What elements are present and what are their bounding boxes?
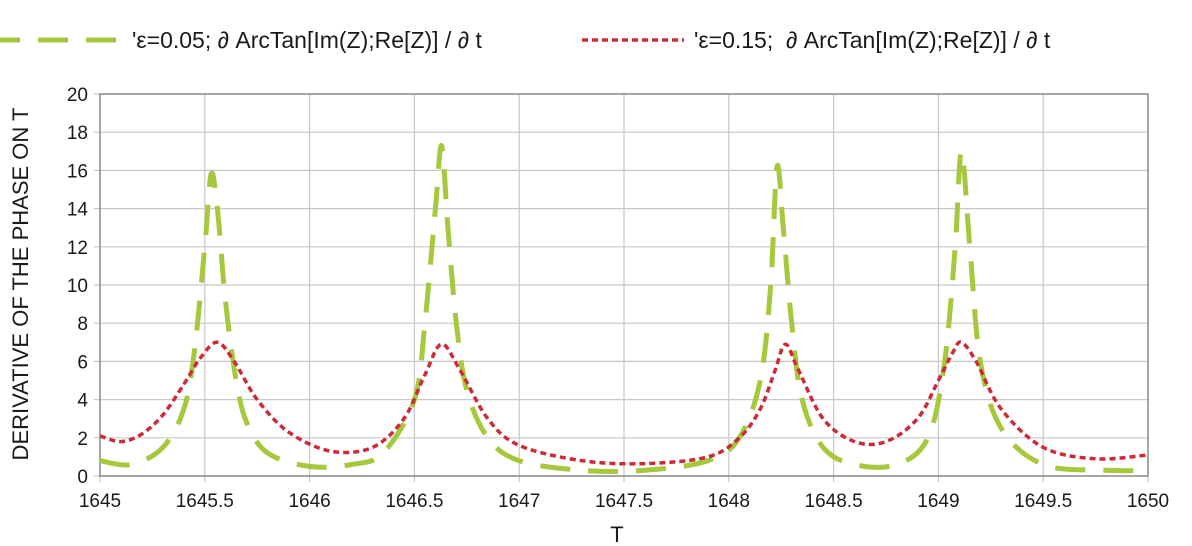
x-tick-label: 1647.5 — [595, 491, 653, 512]
x-tick-label: 1649.5 — [1014, 491, 1072, 512]
y-tick-label: 16 — [67, 161, 88, 182]
x-tick-label: 1647 — [498, 491, 540, 512]
x-axis-title: T — [610, 522, 623, 546]
x-tick-label: 1650 — [1127, 491, 1169, 512]
x-axis-ticks: 1645 1645.5 1646 1646.5 1647 1647.5 1648 1648.5… — [79, 491, 1169, 512]
y-tick-label: 8 — [77, 314, 88, 335]
series-lines — [99, 143, 1149, 474]
y-tick-label: 4 — [77, 391, 88, 412]
x-tick-label: 1648 — [708, 491, 750, 512]
y-axis-ticks: 0 2 4 6 8 10 12 14 16 18 20 — [67, 85, 89, 488]
y-tick-label: 14 — [67, 200, 89, 221]
y-tick-label: 12 — [67, 238, 88, 259]
y-axis-title: DERIVATIVE OF THE PHASE ON T — [8, 108, 33, 461]
series-line-eps-005 — [99, 143, 1149, 474]
legend-label-eps-015: 'ε=0.15; ∂ ArcTan[Im(Z);Re[Z)] / ∂ t — [694, 27, 1051, 53]
x-tick-label: 1649 — [917, 491, 959, 512]
y-tick-label: 0 — [77, 467, 88, 488]
x-tick-label: 1646 — [288, 491, 330, 512]
y-tick-label: 10 — [67, 276, 88, 297]
plot-frame — [99, 93, 1149, 477]
y-tick-label: 20 — [67, 85, 88, 106]
y-tick-label: 18 — [67, 123, 88, 144]
grid — [94, 93, 1149, 482]
y-tick-label: 2 — [77, 429, 88, 450]
x-tick-label: 1648.5 — [805, 491, 863, 512]
legend: 'ε=0.05; ∂ ArcTan[Im(Z);Re[Z)] / ∂ t 'ε=… — [0, 27, 1051, 53]
y-tick-label: 6 — [77, 352, 88, 373]
x-tick-label: 1645 — [79, 491, 121, 512]
legend-label-eps-005: 'ε=0.05; ∂ ArcTan[Im(Z);Re[Z)] / ∂ t — [132, 27, 482, 53]
x-tick-label: 1645.5 — [176, 491, 234, 512]
x-tick-label: 1646.5 — [385, 491, 443, 512]
